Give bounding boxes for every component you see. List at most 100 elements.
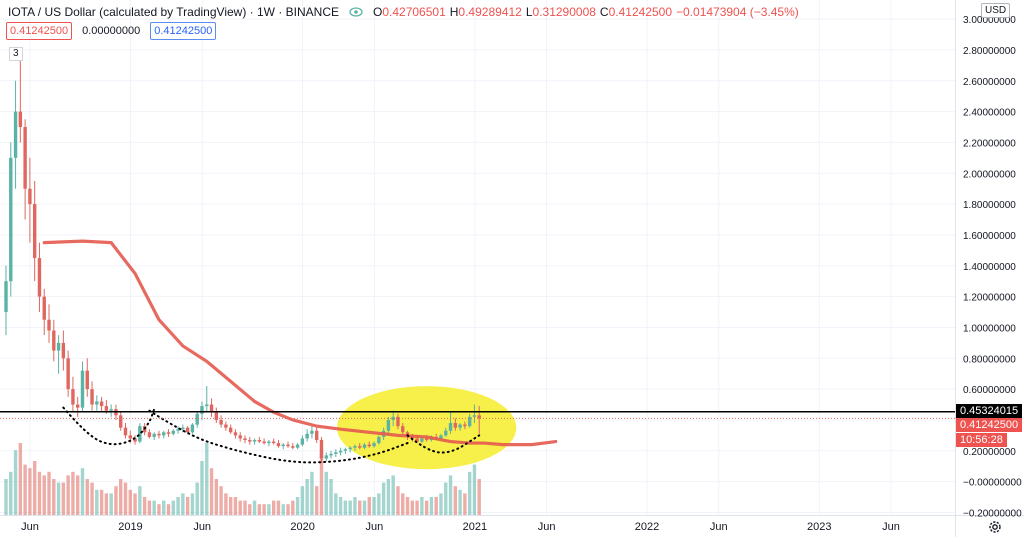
volume-bar (85, 479, 89, 515)
volume-bar (405, 497, 410, 515)
indicator-value-3[interactable]: 0.41242500 (150, 22, 217, 40)
volume-bar (4, 479, 8, 515)
candle-body (128, 435, 132, 439)
candle-body (348, 447, 352, 450)
currency-badge[interactable]: USD (981, 3, 1011, 18)
dotted-arc (62, 406, 156, 446)
candle-body (295, 444, 300, 448)
price-tick-label: 2.40000000 (963, 108, 1016, 119)
moving-average-layer (42, 239, 558, 447)
candle-body (80, 370, 85, 408)
volume-bar (28, 468, 32, 515)
candle-body (138, 426, 142, 442)
candle-body (99, 401, 104, 407)
volume-bar (444, 482, 448, 515)
candle-body (362, 444, 367, 448)
volume-bar (372, 497, 376, 515)
volume-bar (95, 489, 99, 515)
candle-body (157, 433, 161, 436)
candle-body (200, 406, 204, 414)
volume-bar (56, 482, 61, 515)
candle-body (123, 427, 128, 436)
price-tick-label: 1.00000000 (963, 323, 1016, 334)
volume-bar (396, 486, 400, 515)
volume-bar (133, 493, 137, 515)
time-axis[interactable]: Jun 2019 Jun 2020 Jun 2021 Jun 2022 Jun 2023 Jun (21, 521, 900, 533)
volume-bar (424, 500, 429, 515)
volume-bar (238, 500, 242, 515)
volume-bar (138, 486, 142, 515)
volume-bar (171, 500, 175, 515)
volume-bar (262, 504, 266, 515)
open-label: O (373, 5, 383, 19)
candle-body (4, 281, 8, 313)
candle-body (467, 416, 472, 427)
price-tick-label: 2.60000000 (963, 77, 1016, 88)
volume-bar (420, 497, 424, 515)
volume-bar (410, 500, 414, 515)
dotted-arcs (62, 406, 481, 464)
candle-body (133, 438, 137, 442)
candle-body (300, 438, 305, 445)
eye-icon[interactable] (349, 7, 363, 17)
indicator-values: 0.41242500 0.00000000 0.41242500 (6, 22, 217, 40)
volume-bar (367, 497, 371, 515)
last-price-tag: 0.41242500 (956, 418, 1023, 432)
indicator-value-1[interactable]: 0.41242500 (6, 22, 73, 40)
candle-body (477, 415, 481, 419)
volume-bar (429, 497, 434, 515)
candle-body (262, 441, 266, 444)
volume-bar (209, 468, 214, 515)
volume-bar (415, 500, 419, 515)
price-tick-label: 1.20000000 (963, 293, 1016, 304)
volume-collapse-badge[interactable]: 3 (9, 47, 23, 61)
candle-body (238, 435, 242, 439)
volume-bar (439, 493, 443, 515)
volume-bar (166, 504, 171, 515)
volume-bar (295, 497, 300, 515)
candle-body (224, 424, 228, 428)
candle-body (420, 438, 424, 442)
candle-body (353, 446, 357, 448)
horizontal-line-layer[interactable] (0, 410, 955, 419)
volume-bar (152, 500, 156, 515)
candle-body (214, 412, 219, 420)
volume-bar (147, 500, 152, 515)
candle-body (147, 432, 152, 437)
candle-body (233, 432, 238, 436)
volume-bar (252, 500, 257, 515)
volume-bar (18, 443, 23, 515)
highlight-ellipse (336, 386, 517, 470)
price-tick-label: 1.80000000 (963, 200, 1016, 211)
candle-body (205, 404, 209, 407)
candle-body (61, 342, 66, 359)
volume-bar (453, 486, 458, 515)
candle-body (162, 432, 166, 436)
volume-bar (334, 493, 338, 515)
candle-body (458, 424, 462, 428)
candle-body (338, 450, 343, 453)
volume-bar (224, 493, 228, 515)
volume-bar (291, 500, 295, 515)
price-tick-label: −0.00000000 (963, 478, 1022, 489)
symbol-title[interactable]: IOTA / US Dollar (calculated by TradingV… (8, 5, 339, 19)
price-axis[interactable]: 3.00000000 2.80000000 2.60000000 2.40000000… (963, 15, 1022, 519)
volume-bar (458, 489, 462, 515)
candle-body (444, 430, 448, 436)
candle-body (463, 424, 467, 427)
price-tick-label: 2.00000000 (963, 169, 1016, 180)
time-tick-label: 2019 (118, 521, 142, 533)
candle-body (219, 419, 223, 425)
gear-icon[interactable] (987, 519, 1003, 540)
volume-bar (214, 479, 219, 515)
candle-body (228, 427, 233, 433)
volume-bar (109, 493, 113, 515)
volume-bar (47, 471, 51, 515)
candle-body (104, 406, 109, 411)
volume-bar (338, 497, 343, 515)
candle-body (32, 204, 37, 259)
candle-body (305, 433, 309, 439)
candle-body (372, 443, 376, 447)
volume-bar (123, 482, 128, 515)
